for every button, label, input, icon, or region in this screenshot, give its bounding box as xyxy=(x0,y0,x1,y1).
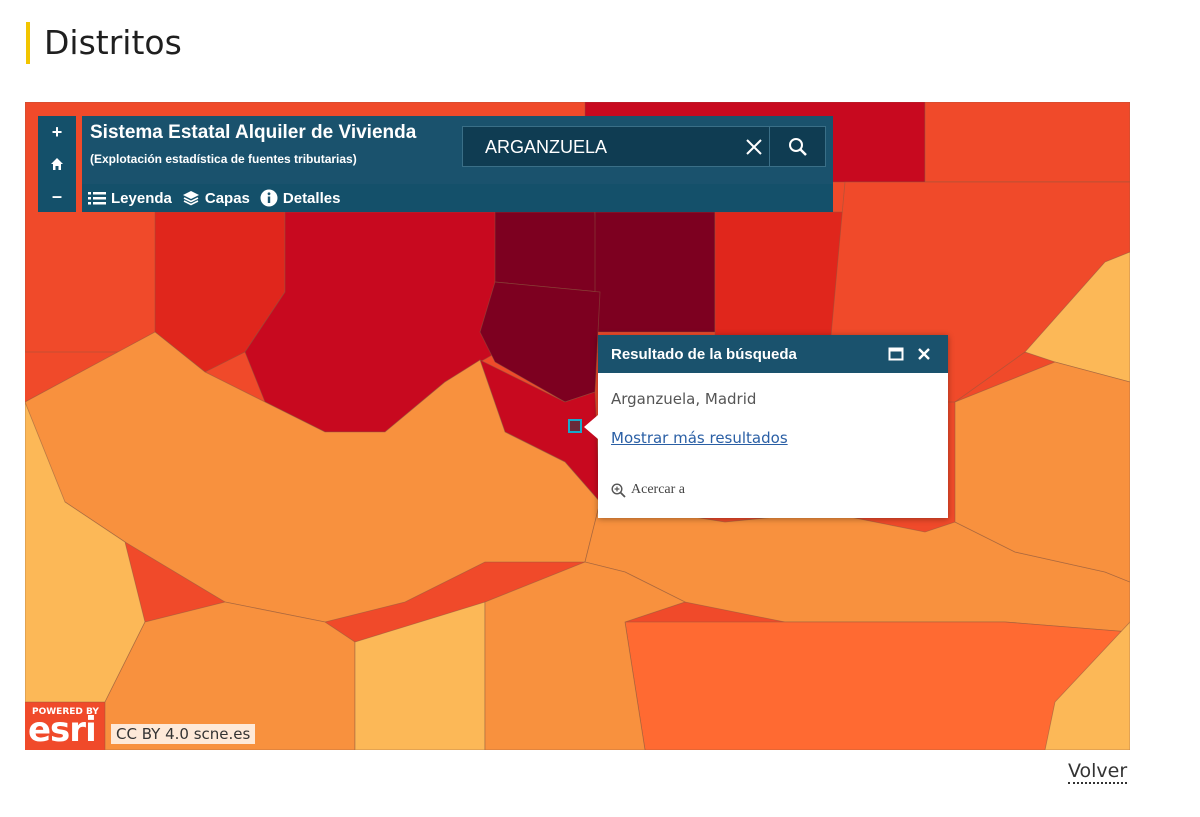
details-button[interactable]: Detalles xyxy=(260,189,341,207)
page-title: Distritos xyxy=(26,22,182,64)
map-view[interactable]: + – Sistema Estatal Alquiler de Vivienda… xyxy=(25,102,1130,750)
zoom-controls: + – xyxy=(38,116,76,212)
search-result-marker[interactable] xyxy=(568,419,582,433)
popup-header: Resultado de la búsqueda xyxy=(598,335,948,373)
popup-result-text: Arganzuela, Madrid xyxy=(611,390,757,408)
toolbar: Leyenda Capas Detalles xyxy=(82,184,833,212)
search-input[interactable] xyxy=(463,127,757,168)
layers-label: Capas xyxy=(204,189,250,207)
powered-by-text: POWERED BY xyxy=(32,707,99,717)
region-east-mid xyxy=(954,361,1130,583)
app-header: Sistema Estatal Alquiler de Vivienda (Ex… xyxy=(82,116,833,212)
esri-logo: POWERED BY esri xyxy=(28,705,108,750)
list-icon xyxy=(88,192,106,205)
app-subtitle: (Explotación estadística de fuentes trib… xyxy=(90,152,357,166)
legend-button[interactable]: Leyenda xyxy=(88,190,172,207)
legend-label: Leyenda xyxy=(111,189,172,207)
region-top-right xyxy=(924,102,1130,183)
clear-icon xyxy=(746,138,762,155)
region-west xyxy=(25,331,601,623)
search-button[interactable] xyxy=(769,127,826,166)
home-icon xyxy=(51,158,63,170)
region-east-light xyxy=(1024,251,1130,383)
region-center-north xyxy=(494,211,601,293)
home-button[interactable] xyxy=(38,148,76,180)
region-south-light xyxy=(354,601,486,750)
close-icon[interactable] xyxy=(916,346,932,362)
layers-button[interactable]: Capas xyxy=(182,190,250,207)
choropleth-regions xyxy=(25,102,1130,750)
clear-search-button[interactable] xyxy=(739,127,769,166)
search-result-popup: Resultado de la búsqueda Arganzuela, Mad… xyxy=(584,335,948,518)
app-title: Sistema Estatal Alquiler de Vivienda xyxy=(90,122,417,143)
search-icon xyxy=(789,137,807,156)
map-attribution: CC BY 4.0 scne.es xyxy=(111,724,256,744)
popup-title: Resultado de la búsqueda xyxy=(611,345,797,363)
zoom-in-button[interactable]: + xyxy=(51,121,63,142)
more-results-link[interactable]: Mostrar más resultados xyxy=(611,429,788,447)
zoom-to-icon xyxy=(611,482,626,498)
esri-text: esri xyxy=(28,710,97,750)
zoom-to-label: Acercar a xyxy=(631,482,686,497)
layers-icon xyxy=(182,191,199,206)
zoom-to-button[interactable]: Acercar a xyxy=(611,482,685,498)
search-box xyxy=(462,126,826,168)
back-link[interactable]: Volver xyxy=(1068,760,1128,784)
popup-pointer xyxy=(584,415,598,439)
region-center-north-east xyxy=(594,211,716,333)
region-south-far-right xyxy=(1044,621,1130,750)
info-icon xyxy=(260,189,278,207)
zoom-out-button[interactable]: – xyxy=(51,185,62,206)
region-south-middle xyxy=(484,561,687,750)
region-south-east xyxy=(624,621,1130,750)
details-label: Detalles xyxy=(282,189,341,207)
maximize-icon[interactable] xyxy=(888,346,904,362)
